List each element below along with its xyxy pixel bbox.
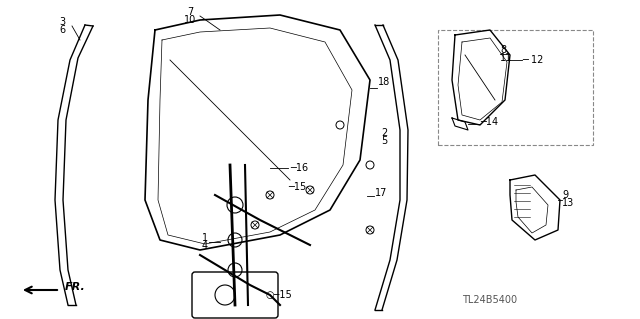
Text: ─16: ─16 <box>290 163 308 173</box>
Text: TL24B5400: TL24B5400 <box>463 295 518 305</box>
Text: 8: 8 <box>500 45 506 55</box>
Text: 2: 2 <box>381 128 387 138</box>
Text: ─15: ─15 <box>288 182 307 192</box>
Bar <box>438 30 593 145</box>
Text: ─14: ─14 <box>480 117 498 127</box>
Text: 13: 13 <box>562 198 574 208</box>
Text: 17: 17 <box>375 188 387 198</box>
Text: ○─15: ○─15 <box>265 290 292 300</box>
Text: 5: 5 <box>381 136 387 146</box>
Text: 4: 4 <box>202 241 208 251</box>
Text: FR.: FR. <box>65 282 86 292</box>
Text: 7: 7 <box>187 7 193 17</box>
Text: 11: 11 <box>500 53 512 63</box>
Text: 1: 1 <box>202 233 208 243</box>
Text: 3: 3 <box>59 17 65 27</box>
Text: ─ 12: ─ 12 <box>522 55 543 65</box>
Text: 6: 6 <box>59 25 65 35</box>
Text: 18: 18 <box>378 77 390 87</box>
Text: 10: 10 <box>184 15 196 25</box>
Text: 9: 9 <box>562 190 568 200</box>
